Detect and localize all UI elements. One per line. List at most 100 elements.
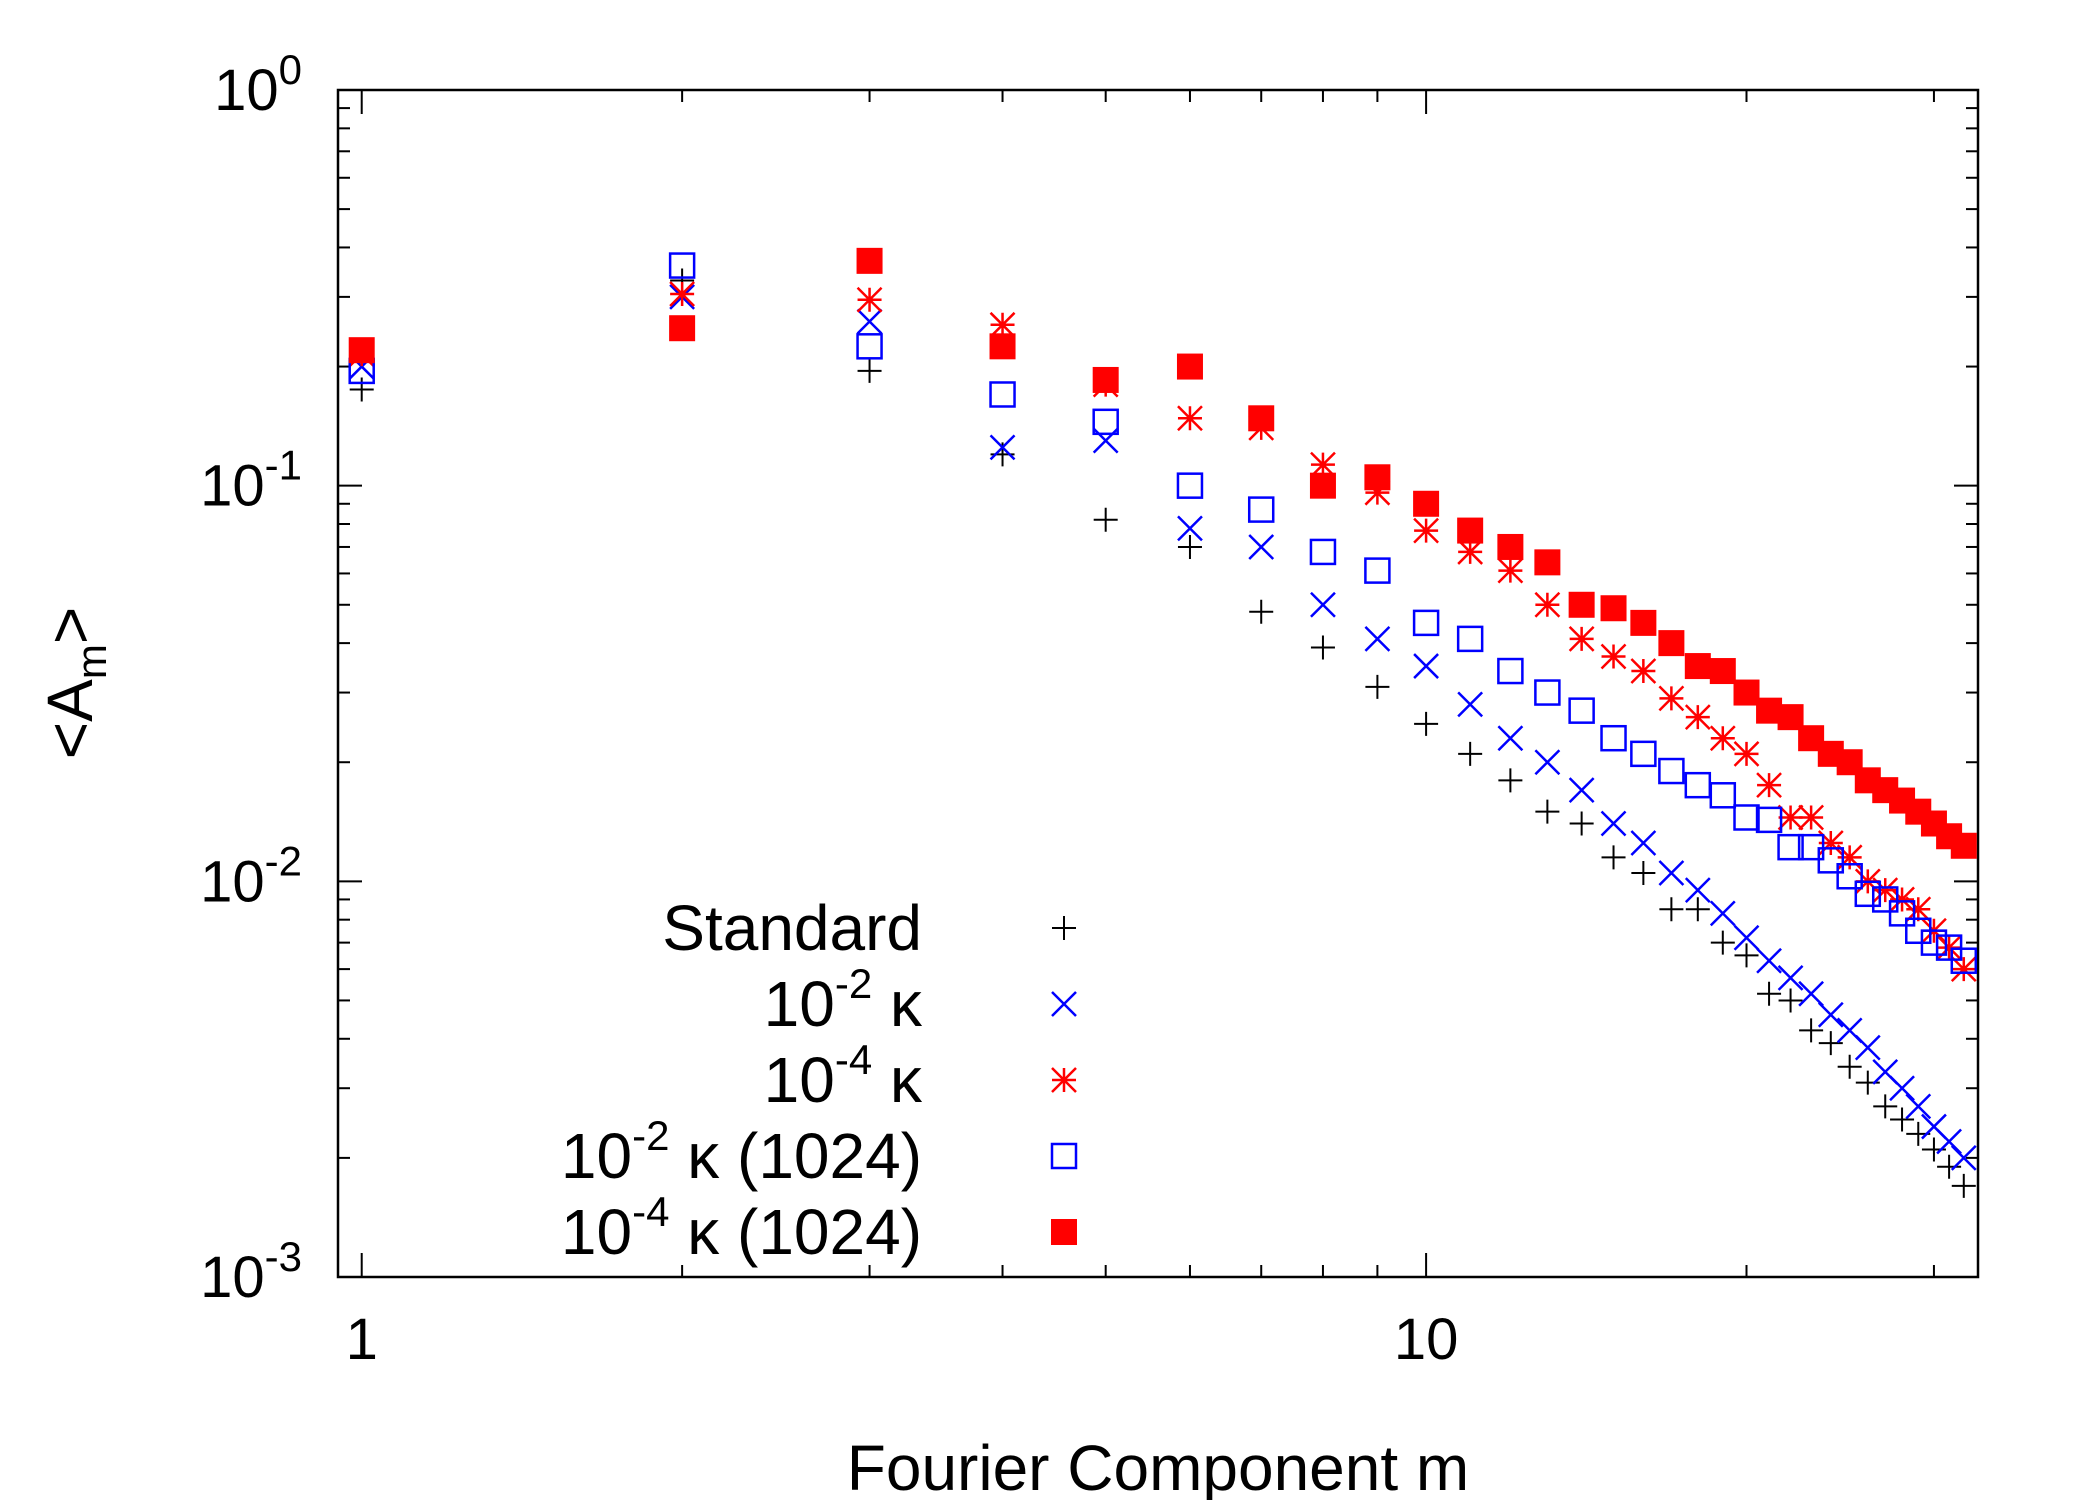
data-point	[857, 358, 882, 383]
legend-marker	[1051, 1219, 1077, 1245]
data-point	[1176, 353, 1203, 380]
data-point	[1497, 533, 1524, 560]
legend-marker	[1051, 991, 1077, 1017]
data-point	[1756, 947, 1782, 974]
data-point	[1889, 1075, 1915, 1102]
data-point	[1658, 685, 1685, 712]
data-point	[1798, 804, 1825, 831]
data-point	[1413, 653, 1439, 679]
data-point	[1836, 863, 1863, 890]
data-point	[1950, 832, 1977, 859]
data-point	[1755, 806, 1783, 834]
data-point	[1364, 464, 1391, 491]
series-4	[348, 247, 1977, 859]
data-point	[1733, 924, 1760, 951]
legend-marker	[1050, 1142, 1078, 1170]
data-point	[1413, 490, 1440, 517]
data-point	[1364, 479, 1391, 506]
data-point	[1684, 704, 1711, 731]
data-point	[348, 337, 375, 364]
data-point	[668, 252, 696, 279]
data-point	[1600, 724, 1627, 752]
data-point	[669, 281, 696, 307]
data-point	[1778, 988, 1803, 1013]
legend-label: 10-4 κ	[764, 1036, 923, 1116]
data-point	[1709, 900, 1736, 927]
y-axis-title: <Am>	[34, 607, 115, 759]
data-point	[1817, 830, 1844, 856]
data-point	[1458, 741, 1483, 766]
y-tick-label: 100	[214, 46, 302, 123]
data-point	[1920, 929, 1948, 956]
data-point	[1837, 1054, 1862, 1079]
y-axis-title-main: <A	[34, 679, 106, 759]
data-point	[1248, 405, 1275, 432]
data-point	[1092, 427, 1119, 454]
data-point	[1568, 777, 1595, 804]
data-point	[1630, 609, 1657, 636]
data-point	[1951, 1173, 1976, 1198]
data-point	[1457, 517, 1484, 544]
axis-tick-labels: 1 10 10-3 10-2 10-1 100	[200, 46, 1458, 1372]
series-2	[348, 281, 1977, 982]
y-tick-label: 10-2	[200, 837, 302, 914]
y-tick-label: 10-1	[200, 442, 302, 519]
data-point	[1685, 897, 1710, 922]
data-point	[349, 377, 374, 402]
axis-ticks	[338, 89, 1978, 1278]
data-point	[1534, 549, 1561, 576]
data-point	[1093, 507, 1118, 532]
data-point	[1709, 725, 1736, 752]
data-point	[1457, 691, 1484, 718]
data-point	[669, 315, 696, 342]
data-point	[1890, 1107, 1915, 1132]
data-point	[1937, 1154, 1962, 1179]
data-point	[1873, 1094, 1898, 1119]
data-point	[1248, 534, 1275, 560]
data-point	[1310, 635, 1335, 660]
data-point	[1889, 886, 1915, 913]
legend-label: 10-2 κ (1024)	[561, 1112, 922, 1192]
data-point	[1905, 896, 1932, 923]
data-point	[1534, 591, 1561, 618]
y-tick-label: 10-3	[200, 1233, 302, 1310]
legend-marker	[1051, 1067, 1077, 1093]
data-point	[1854, 1034, 1881, 1061]
data-point	[1309, 472, 1336, 499]
data-point	[1777, 965, 1804, 991]
data-point	[1888, 900, 1916, 927]
data-point	[1568, 697, 1595, 724]
data-point	[1709, 782, 1737, 809]
data-point	[989, 381, 1016, 408]
data-point	[1497, 725, 1524, 752]
x-axis-title: Fourier Component m	[847, 1432, 1469, 1500]
data-point	[989, 434, 1016, 461]
data-point	[1799, 1018, 1824, 1043]
data-point	[1535, 799, 1560, 824]
data-point	[1600, 643, 1627, 670]
data-point	[1600, 810, 1627, 837]
data-point	[1177, 515, 1203, 542]
x-tick-label: 1	[346, 1307, 378, 1372]
data-point	[1414, 711, 1439, 736]
data-point	[1734, 943, 1759, 968]
data-point	[1631, 860, 1656, 885]
data-point	[1871, 886, 1899, 913]
data-point	[856, 308, 883, 335]
data-point	[1310, 591, 1336, 618]
data-point	[1247, 496, 1275, 523]
data-point	[1658, 630, 1685, 657]
data-point	[1568, 625, 1595, 652]
series-1	[348, 284, 1977, 1171]
data-point	[1177, 405, 1203, 432]
data-point	[1950, 947, 1978, 974]
data-point	[1733, 740, 1760, 767]
data-point	[1364, 625, 1391, 652]
data-point	[1630, 658, 1657, 684]
data-point	[1733, 804, 1760, 831]
data-point	[856, 247, 883, 274]
data-point	[1817, 847, 1845, 874]
data-point	[1092, 366, 1119, 393]
data-point	[1249, 599, 1274, 624]
